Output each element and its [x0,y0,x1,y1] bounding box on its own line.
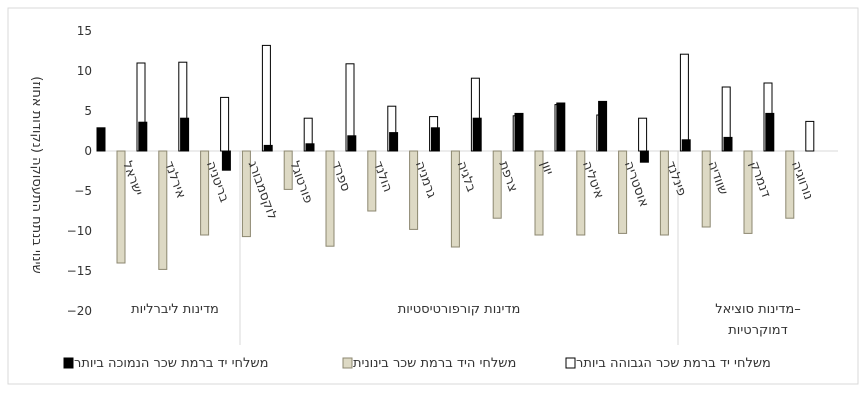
bar [261,44,271,152]
legend-label: משלחי יד ברמת שכר הנמוכה ביותר [74,356,268,371]
bar [220,96,230,152]
legend-swatch [565,357,576,369]
y-tick-label: 5 [84,104,92,118]
y-axis-title: שינוי בנתח התעסוקה (נקודות אחוז) [29,76,44,273]
bar [158,150,168,270]
y-tick-label: 10 [77,64,92,78]
bar [556,102,566,152]
bar [96,127,106,152]
y-tick-label: −5 [74,184,92,198]
bar [514,112,524,152]
bar [598,100,608,152]
bar [450,150,460,248]
legend-label: משלחי היד ברמת שכר בינונית [353,356,516,371]
bar [116,150,126,264]
legend-label: משלחי יד ברמת שכר הגבוהה ביותר [576,356,771,371]
bar [200,150,210,236]
y-tick-label: 0 [84,144,92,158]
bar [576,150,586,236]
bar [221,150,231,171]
bar [701,150,711,228]
bar [638,117,648,152]
bar [765,112,775,152]
bar [472,117,482,152]
bar [723,136,733,152]
bar [534,150,544,236]
group-label: מדינות ליברליות [131,302,219,317]
bar [618,150,628,234]
y-tick-label: −20 [67,304,92,318]
bar [430,127,440,152]
bar [347,135,357,152]
group-label: מדינות סוציאל– [715,302,800,317]
bar [138,121,148,152]
bar [681,139,691,152]
bar [679,53,689,152]
bar [805,120,815,152]
bar [659,150,669,236]
bar [283,150,293,190]
y-tick-label: −15 [67,264,92,278]
bar [367,150,377,212]
legend-swatch [342,357,353,369]
bar [389,132,399,152]
bar [743,150,753,234]
bar [409,150,419,230]
bar [180,117,190,152]
plot-border [7,7,859,385]
legend-swatch [63,357,74,369]
bar [325,150,335,247]
bar [263,144,273,152]
category-label: יוון [537,159,556,177]
y-tick-label: −10 [67,224,92,238]
y-tick-label: 15 [77,24,92,38]
bar [639,150,649,163]
bar [492,150,502,219]
bar [241,150,251,238]
group-label: דמוקרטיות [728,323,787,338]
group-label: מדינות קורפורטיסטיות [398,302,521,317]
bar [305,143,315,152]
bar [785,150,795,219]
